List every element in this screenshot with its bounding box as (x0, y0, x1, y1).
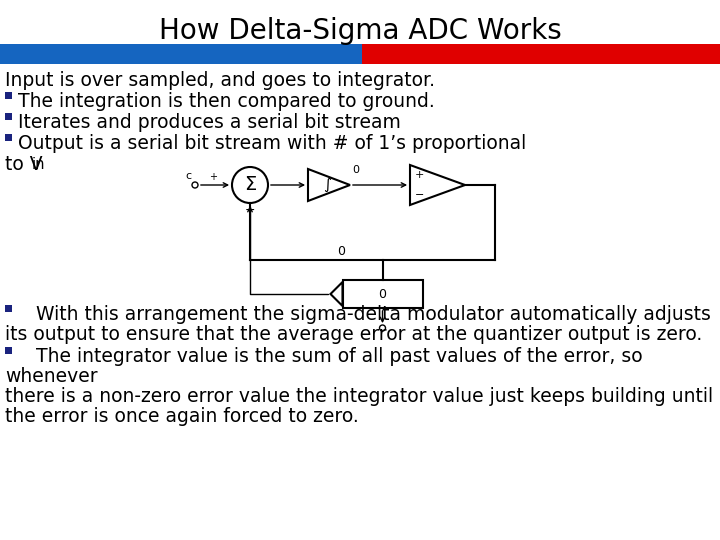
Text: there is a non-zero error value the integrator value just keeps building until: there is a non-zero error value the inte… (5, 387, 713, 406)
Text: Input is over sampled, and goes to integrator.: Input is over sampled, and goes to integ… (5, 71, 435, 90)
Bar (5, 113, 12, 120)
Text: ∫: ∫ (323, 177, 331, 192)
Text: to V: to V (5, 155, 42, 174)
Text: −: − (245, 204, 256, 217)
Bar (0, 44, 362, 64)
Text: +: + (209, 172, 217, 182)
Bar (5, 92, 12, 99)
Text: Output is a serial bit stream with # of 1’s proportional: Output is a serial bit stream with # of … (18, 134, 526, 153)
Bar (362, 44, 720, 64)
Bar (343, 280, 423, 308)
Text: The integration is then compared to ground.: The integration is then compared to grou… (18, 92, 435, 111)
Text: +: + (415, 170, 424, 180)
Text: Σ: Σ (244, 174, 256, 193)
Text: 0: 0 (352, 165, 359, 175)
Bar (5, 134, 12, 141)
Text: c: c (185, 171, 191, 181)
Text: How Delta-Sigma ADC Works: How Delta-Sigma ADC Works (158, 17, 562, 45)
Text: 0: 0 (338, 245, 346, 258)
Text: whenever: whenever (5, 367, 98, 386)
Text: its output to ensure that the average error at the quantizer output is zero.: its output to ensure that the average er… (5, 325, 702, 344)
Text: The integrator value is the sum of all past values of the error, so: The integrator value is the sum of all p… (18, 347, 643, 366)
Bar (5, 347, 12, 354)
Text: in: in (32, 157, 45, 172)
Text: the error is once again forced to zero.: the error is once again forced to zero. (5, 407, 359, 426)
Text: Iterates and produces a serial bit stream: Iterates and produces a serial bit strea… (18, 113, 401, 132)
Text: −: − (415, 190, 424, 200)
Text: With this arrangement the sigma-delta modulator automatically adjusts: With this arrangement the sigma-delta mo… (18, 305, 711, 324)
Text: 0: 0 (379, 287, 387, 300)
Bar (5, 305, 12, 312)
